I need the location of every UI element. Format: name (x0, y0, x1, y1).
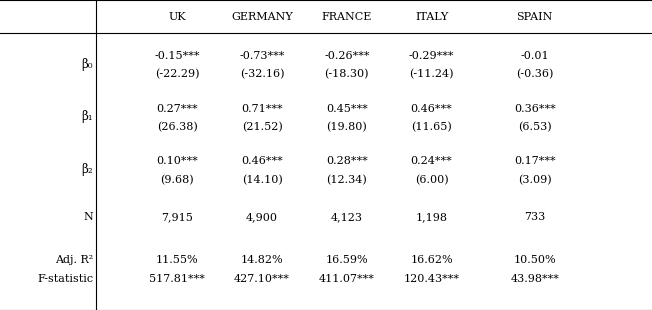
Text: (6.00): (6.00) (415, 175, 449, 185)
Text: β₁: β₁ (82, 110, 93, 123)
Text: (11.65): (11.65) (411, 122, 452, 132)
Text: (3.09): (3.09) (518, 175, 552, 185)
Text: 517.81***: 517.81*** (149, 274, 205, 284)
Text: -0.15***: -0.15*** (155, 51, 200, 61)
Text: 0.10***: 0.10*** (156, 156, 198, 166)
Text: GERMANY: GERMANY (231, 12, 293, 22)
Text: Adj. R²: Adj. R² (55, 255, 93, 265)
Text: 1,198: 1,198 (415, 212, 448, 222)
Text: 14.82%: 14.82% (241, 255, 284, 265)
Text: 4,900: 4,900 (246, 212, 278, 222)
Text: (14.10): (14.10) (242, 175, 282, 185)
Text: SPAIN: SPAIN (516, 12, 553, 22)
Text: FRANCE: FRANCE (321, 12, 372, 22)
Text: (9.68): (9.68) (160, 175, 194, 185)
Text: 10.50%: 10.50% (513, 255, 556, 265)
Text: (6.53): (6.53) (518, 122, 552, 132)
Text: 0.24***: 0.24*** (411, 156, 452, 166)
Text: 11.55%: 11.55% (156, 255, 199, 265)
Text: (12.34): (12.34) (327, 175, 367, 185)
Text: -0.01: -0.01 (520, 51, 549, 61)
Text: (21.52): (21.52) (242, 122, 282, 132)
Text: 0.45***: 0.45*** (326, 104, 368, 113)
Text: β₂: β₂ (82, 163, 93, 176)
Text: (19.80): (19.80) (327, 122, 367, 132)
Text: 7,915: 7,915 (162, 212, 193, 222)
Text: (-22.29): (-22.29) (155, 69, 200, 80)
Text: F-statistic: F-statistic (37, 274, 93, 284)
Text: (26.38): (26.38) (157, 122, 198, 132)
Text: 16.59%: 16.59% (325, 255, 368, 265)
Text: 0.71***: 0.71*** (241, 104, 283, 113)
Text: 120.43***: 120.43*** (404, 274, 460, 284)
Text: 427.10***: 427.10*** (234, 274, 290, 284)
Text: 0.28***: 0.28*** (326, 156, 368, 166)
Text: β₀: β₀ (82, 58, 93, 71)
Text: (-18.30): (-18.30) (325, 69, 369, 80)
Text: -0.26***: -0.26*** (324, 51, 370, 61)
Text: 0.46***: 0.46*** (241, 156, 283, 166)
Text: 43.98***: 43.98*** (511, 274, 559, 284)
Text: 0.46***: 0.46*** (411, 104, 452, 113)
Text: UK: UK (168, 12, 186, 22)
Text: ITALY: ITALY (415, 12, 448, 22)
Text: (-11.24): (-11.24) (409, 69, 454, 80)
Text: N: N (83, 212, 93, 222)
Text: 0.27***: 0.27*** (156, 104, 198, 113)
Text: -0.73***: -0.73*** (239, 51, 285, 61)
Text: 16.62%: 16.62% (410, 255, 453, 265)
Text: 4,123: 4,123 (331, 212, 363, 222)
Text: 733: 733 (524, 212, 545, 222)
Text: 0.36***: 0.36*** (514, 104, 556, 113)
Text: 0.17***: 0.17*** (514, 156, 556, 166)
Text: -0.29***: -0.29*** (409, 51, 454, 61)
Text: 411.07***: 411.07*** (319, 274, 375, 284)
Text: (-32.16): (-32.16) (240, 69, 284, 80)
Text: (-0.36): (-0.36) (516, 69, 554, 80)
